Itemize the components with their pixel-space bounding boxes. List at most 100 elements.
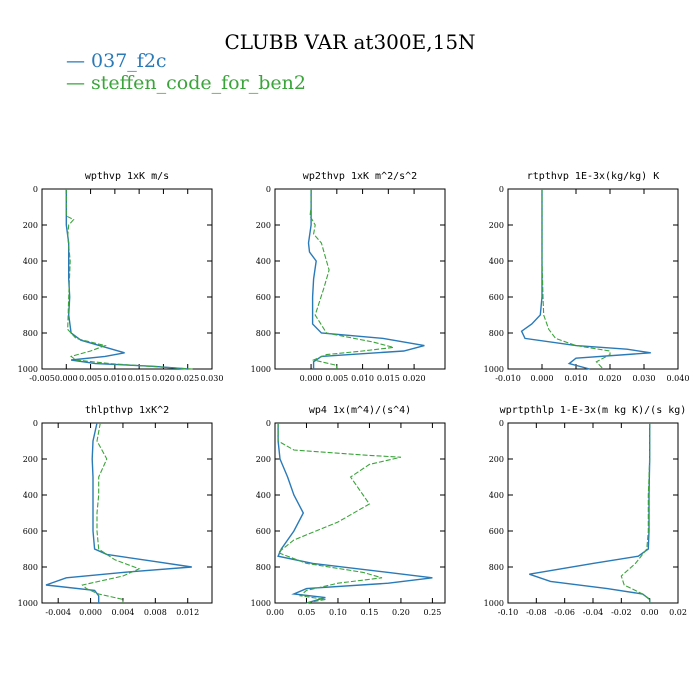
x-tick-label: -0.010 [495, 374, 521, 383]
x-tick-label: -0.06 [554, 608, 575, 617]
series-line-2 [309, 189, 394, 369]
x-tick-label: 0.00 [641, 608, 659, 617]
plot-frame [41, 188, 213, 370]
plot-frame [507, 188, 679, 370]
y-tick-label: 200 [489, 455, 504, 464]
y-tick-label: 0 [33, 185, 38, 194]
series-line-2 [620, 423, 651, 603]
x-tick-label: 0.25 [424, 608, 442, 617]
y-tick-label: 400 [489, 257, 504, 266]
figure-title: CLUBB VAR at300E,15N [224, 30, 476, 54]
y-tick-label: 200 [23, 221, 38, 230]
x-tick-label: -0.08 [526, 608, 547, 617]
x-tick-label: 0.008 [144, 608, 167, 617]
x-tick-label: 0.010 [351, 374, 374, 383]
y-tick-label: 600 [23, 293, 38, 302]
chart-panel-6: wprtpthlp 1-E-3x(m kg K)/(s kg) 0 200 400 60… [484, 405, 687, 617]
legend-line-marker: — [66, 50, 92, 72]
legend-label: steffen_code_for_ben2 [91, 72, 306, 94]
series-line-2 [65, 189, 193, 370]
x-tick-label: -0.04 [583, 608, 604, 617]
y-tick-label: 1000 [484, 599, 504, 608]
y-tick-label: 1000 [484, 365, 504, 374]
y-tick-label: 400 [23, 491, 38, 500]
x-tick-label: 0.025 [176, 374, 199, 383]
x-tick-label: 0.05 [298, 608, 316, 617]
x-tick-label: 0.012 [176, 608, 199, 617]
plot-frame [274, 422, 446, 604]
legend-entry-series-1: — 037_f2c [66, 50, 167, 72]
x-tick-label: 0.010 [103, 374, 126, 383]
x-tick-label: 0.000 [300, 374, 323, 383]
x-tick-label: 0.020 [152, 374, 175, 383]
y-tick-label: 200 [256, 455, 271, 464]
y-tick-label: 600 [256, 293, 271, 302]
y-tick-label: 400 [256, 491, 271, 500]
y-tick-label: 0 [266, 185, 271, 194]
y-tick-label: 800 [23, 329, 38, 338]
chart-panel-4: thlpthvp 1xK^2 0 200 400 600 800 1000 -0.004 0.0… [18, 405, 213, 617]
panel-title: wp2thvp 1xK m^2/s^2 [303, 171, 417, 182]
x-tick-label: 0.15 [361, 608, 379, 617]
panel-title: wpthvp 1xK m/s [85, 171, 169, 182]
panel-title: rtpthvp 1E-3x(kg/kg) K [527, 171, 659, 182]
y-tick-label: 800 [256, 329, 271, 338]
x-tick-label: 0.010 [565, 374, 588, 383]
y-tick-label: 0 [499, 419, 504, 428]
y-tick-label: 400 [23, 257, 38, 266]
panel-title: wprtpthlp 1-E-3x(m kg K)/(s kg) [500, 405, 687, 416]
y-tick-label: 800 [256, 563, 271, 572]
y-tick-label: 0 [266, 419, 271, 428]
series-line-1 [45, 422, 192, 603]
series-line-1 [520, 189, 651, 370]
y-tick-label: 1000 [251, 365, 271, 374]
legend-label: 037_f2c [91, 50, 167, 72]
legend-line-marker: — [66, 72, 92, 94]
y-tick-label: 600 [489, 293, 504, 302]
plot-frame [274, 188, 446, 370]
y-tick-label: 800 [489, 563, 504, 572]
x-tick-label: 0.015 [377, 374, 400, 383]
series-line-2 [541, 189, 611, 370]
chart-panel-2: wp2thvp 1xK m^2/s^2 0 200 400 600 800 1000 0.00… [251, 171, 446, 383]
y-tick-label: 1000 [251, 599, 271, 608]
y-tick-label: 0 [33, 419, 38, 428]
x-tick-label: -0.004 [45, 608, 71, 617]
x-tick-label: 0.10 [329, 608, 347, 617]
y-tick-label: 400 [256, 257, 271, 266]
x-tick-label: 0.20 [392, 608, 410, 617]
y-tick-label: 600 [256, 527, 271, 536]
chart-panel-3: rtpthvp 1E-3x(kg/kg) K 0 200 400 600 800 1000-… [484, 171, 690, 383]
series-line-1 [277, 423, 433, 604]
x-tick-label: -0.005 [29, 374, 55, 383]
series-line-1 [65, 189, 188, 370]
series-line-2 [81, 422, 141, 603]
y-tick-label: 600 [489, 527, 504, 536]
series-line-1 [529, 423, 651, 603]
x-tick-label: 0.00 [266, 608, 284, 617]
x-tick-label: 0.000 [55, 374, 78, 383]
x-tick-label: 0.000 [531, 374, 554, 383]
panel-title: thlpthvp 1xK^2 [85, 405, 169, 416]
y-tick-label: 1000 [18, 365, 38, 374]
y-tick-label: 200 [256, 221, 271, 230]
x-tick-label: 0.030 [633, 374, 656, 383]
x-tick-label: 0.015 [128, 374, 151, 383]
y-tick-label: 200 [489, 221, 504, 230]
x-tick-label: 0.040 [667, 374, 690, 383]
y-tick-label: 600 [23, 527, 38, 536]
x-tick-label: 0.005 [325, 374, 348, 383]
y-tick-label: 800 [489, 329, 504, 338]
y-tick-label: 1000 [18, 599, 38, 608]
panel-title: wp4 1x(m^4)/(s^4) [309, 405, 411, 416]
x-tick-label: 0.02 [669, 608, 687, 617]
x-tick-label: 0.004 [111, 608, 134, 617]
x-tick-label: -0.02 [611, 608, 632, 617]
x-tick-label: 0.005 [79, 374, 102, 383]
legend-entry-series-2: — steffen_code_for_ben2 [66, 72, 306, 94]
series-line-2 [277, 423, 402, 604]
y-tick-label: 0 [499, 185, 504, 194]
